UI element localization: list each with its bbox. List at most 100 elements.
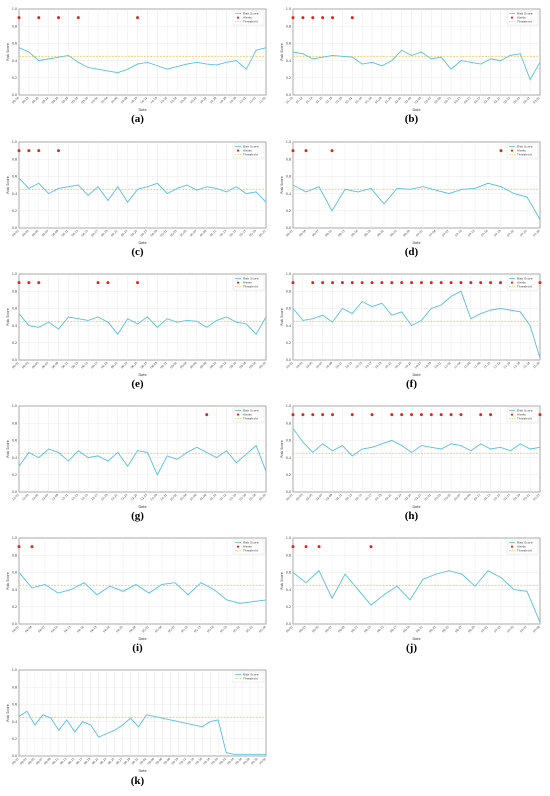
risk-point xyxy=(539,621,541,623)
x-tick-label: 10-02 xyxy=(90,96,99,105)
risk-point xyxy=(422,578,424,580)
x-tick-label: 06-07 xyxy=(324,625,333,634)
x-tick-label: 11-06 xyxy=(463,361,472,370)
risk-point xyxy=(487,182,489,184)
x-tick-label: 09-26 xyxy=(234,757,243,766)
x-tick-label: 11-12 xyxy=(493,361,502,370)
risk-point xyxy=(539,357,541,359)
risk-point xyxy=(461,573,463,575)
risk-point xyxy=(186,63,188,65)
x-tick-label: 10-25 xyxy=(404,361,413,370)
x-tick-label: 03-13 xyxy=(483,493,492,502)
x-tick-label: 12-13 xyxy=(70,493,79,502)
x-tick-label: 02-09 xyxy=(325,493,334,502)
x-tick-label: 02-15 xyxy=(354,493,363,502)
x-tick-label: 05-22 xyxy=(232,625,241,634)
caption-e: (e) xyxy=(118,378,158,390)
x-tick-label: 01-26 xyxy=(364,96,373,105)
alert-marker xyxy=(331,281,335,285)
risk-point xyxy=(401,49,403,51)
x-tick-label: 04-07 xyxy=(37,625,46,634)
x-tick-label: 05-19 xyxy=(219,625,228,634)
x-tick-label: 04-22 xyxy=(102,625,111,634)
x-tick-label: 03-09 xyxy=(463,493,472,502)
x-tick-label: 05-17 xyxy=(238,229,247,238)
risk-point xyxy=(18,716,20,717)
y-tick-label: 0.8 xyxy=(286,24,291,28)
risk-point xyxy=(216,64,217,66)
alert-marker xyxy=(37,149,41,153)
risk-point xyxy=(450,68,452,70)
risk-point xyxy=(265,753,267,755)
x-tick-label: 09-28 xyxy=(70,96,79,105)
caption-text: (b) xyxy=(404,113,419,125)
x-tick-label: 09-20 xyxy=(210,757,219,766)
risk-point xyxy=(233,753,235,755)
alert-marker xyxy=(57,149,61,153)
x-tick-label: 11-02 xyxy=(443,361,452,370)
risk-point xyxy=(109,585,111,587)
x-tick-label: 04-03 xyxy=(21,229,30,238)
legend-alerts-label: Alerts xyxy=(243,281,252,285)
risk-score-line xyxy=(18,444,267,476)
alert-marker xyxy=(498,281,502,285)
risk-point xyxy=(519,53,521,55)
x-tick-label: 07-22 xyxy=(506,229,515,238)
legend-threshold-label: Threshold xyxy=(242,20,258,24)
plot-area xyxy=(18,8,267,96)
risk-point xyxy=(201,726,203,728)
risk-point xyxy=(357,589,359,590)
x-tick-label: 05-16 xyxy=(206,625,215,634)
risk-point xyxy=(217,719,219,721)
x-tick-label: 02-27 xyxy=(522,96,531,105)
y-axis-label: Risk Score xyxy=(280,43,284,61)
x-axis-label: Date xyxy=(412,505,420,509)
risk-point xyxy=(66,719,68,721)
x-tick-label: 10-14 xyxy=(149,96,158,105)
risk-score-line xyxy=(18,710,266,755)
x-tick-label: 10-05 xyxy=(305,361,314,370)
risk-point xyxy=(48,321,49,323)
risk-point xyxy=(344,188,346,190)
x-tick-label: 11-01 xyxy=(238,96,247,105)
x-tick-label: 08-11 xyxy=(61,361,70,370)
alert-marker xyxy=(390,281,394,285)
risk-point xyxy=(176,66,178,67)
y-tick-label: 0.0 xyxy=(286,622,291,626)
caption-b: (b) xyxy=(392,113,432,125)
x-tick-label: 08-07 xyxy=(41,361,50,370)
x-tick-label: 06-19 xyxy=(363,229,372,238)
x-tick-label: 03-17 xyxy=(502,493,511,502)
x-tick-label: 08-31 xyxy=(131,757,140,766)
alert-marker xyxy=(291,545,295,549)
risk-point xyxy=(351,455,353,457)
x-tick-label: 09-16 xyxy=(238,361,247,370)
alert-marker xyxy=(311,16,315,20)
risk-point xyxy=(430,308,432,309)
legend-threshold-label: Threshold xyxy=(516,549,532,553)
legend-alerts-swatch xyxy=(236,545,240,548)
risk-point xyxy=(77,61,79,63)
x-tick-label: 04-01 xyxy=(11,625,20,634)
alert-marker xyxy=(304,149,308,153)
x-tick-label: 01-14 xyxy=(305,96,314,105)
x-tick-label: 12-25 xyxy=(130,493,139,502)
risk-point xyxy=(174,582,176,584)
legend-alerts-label: Alerts xyxy=(243,413,252,417)
risk-point xyxy=(127,201,129,203)
x-tick-label: 04-11 xyxy=(61,229,70,238)
x-tick-label: 04-19 xyxy=(100,229,109,238)
x-tick-label: 08-23 xyxy=(120,361,129,370)
alert-marker xyxy=(136,281,140,285)
risk-score-line xyxy=(292,290,541,359)
risk-point xyxy=(450,296,452,297)
risk-point xyxy=(206,452,208,453)
x-tick-label: 11-20 xyxy=(532,361,541,370)
x-tick-label: 10-16 xyxy=(159,96,168,105)
x-tick-label: 04-25 xyxy=(115,625,124,634)
risk-point xyxy=(480,63,482,65)
risk-point xyxy=(58,188,59,189)
risk-point xyxy=(87,457,89,458)
y-tick-label: 0.8 xyxy=(12,685,17,689)
risk-point xyxy=(239,603,241,604)
